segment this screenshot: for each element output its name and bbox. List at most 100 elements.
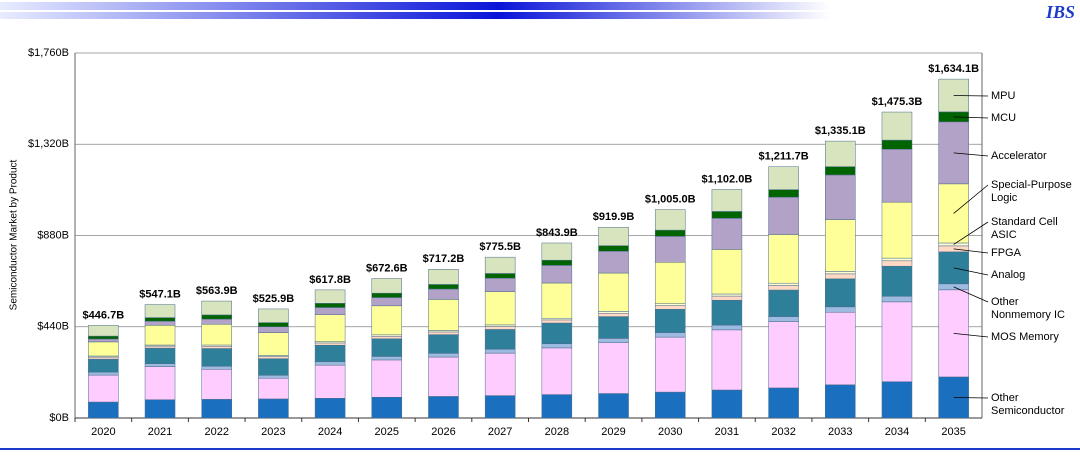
bar-segment bbox=[541, 394, 573, 419]
legend-label: Standard Cell ASIC bbox=[991, 216, 1058, 241]
x-tick-label: 2029 bbox=[601, 426, 625, 438]
bar-segment bbox=[768, 289, 799, 317]
bar-segment bbox=[654, 336, 686, 393]
bar-segment bbox=[201, 324, 232, 346]
x-tick-label: 2028 bbox=[545, 426, 569, 438]
bar-segment bbox=[711, 189, 743, 212]
x-tick-label: 2032 bbox=[771, 426, 795, 438]
bar-segment bbox=[825, 271, 856, 275]
bar-segment bbox=[881, 381, 913, 419]
bar-segment bbox=[881, 257, 913, 262]
total-label: $1,005.0B bbox=[645, 193, 696, 205]
bar-segment bbox=[825, 384, 856, 419]
bar-segment bbox=[541, 282, 573, 319]
total-label: $1,335.1B bbox=[815, 125, 866, 137]
bar-segment bbox=[484, 326, 516, 330]
bar-segment bbox=[314, 398, 346, 419]
bar-segment bbox=[484, 329, 516, 350]
bar-segment bbox=[711, 329, 743, 391]
bar-segment bbox=[881, 111, 913, 141]
bar-segment bbox=[881, 201, 913, 259]
bar-segment bbox=[258, 332, 289, 356]
bar-segment bbox=[144, 317, 176, 322]
bar-segment bbox=[654, 209, 686, 231]
bar-segment bbox=[484, 348, 516, 354]
x-tick-label: 2034 bbox=[885, 426, 909, 438]
bar-segment bbox=[428, 356, 459, 397]
bar-segment bbox=[428, 353, 459, 358]
bar-segment bbox=[541, 259, 573, 266]
bar-segment bbox=[768, 316, 799, 322]
bar-segment bbox=[768, 321, 799, 389]
bar-segment bbox=[144, 366, 176, 400]
bar-segment bbox=[428, 288, 459, 300]
x-tick-label: 2031 bbox=[715, 426, 739, 438]
bar-segment bbox=[598, 245, 629, 252]
bar-segment bbox=[88, 341, 119, 357]
bar-segment bbox=[144, 363, 176, 367]
bar-segment bbox=[144, 325, 176, 346]
bar-segment bbox=[258, 377, 289, 400]
total-label: $525.9B bbox=[253, 293, 295, 305]
bar-segment bbox=[484, 352, 516, 396]
bar-segment bbox=[598, 251, 629, 274]
bar-segment bbox=[654, 303, 686, 306]
bar-segment bbox=[144, 399, 176, 419]
header-band bbox=[0, 2, 830, 10]
legend-callout bbox=[953, 286, 989, 303]
bar-segment bbox=[484, 277, 516, 292]
bar-segment bbox=[258, 398, 289, 419]
x-tick-label: 2025 bbox=[375, 426, 399, 438]
bar-segment bbox=[598, 338, 629, 343]
bar-segment bbox=[541, 343, 573, 349]
bar-segment bbox=[371, 278, 403, 294]
x-tick-label: 2022 bbox=[204, 426, 228, 438]
total-label: $919.9B bbox=[593, 211, 635, 223]
bar-segment bbox=[598, 313, 629, 317]
bar-segment bbox=[825, 174, 856, 220]
bar-segment bbox=[768, 189, 799, 198]
bar-segment bbox=[711, 249, 743, 295]
bar-segment bbox=[541, 242, 573, 261]
legend-label: Analog bbox=[991, 269, 1026, 281]
bar-segment bbox=[371, 336, 403, 340]
bar-segment bbox=[258, 356, 289, 359]
bar-segment bbox=[88, 338, 119, 343]
bar-segment bbox=[144, 320, 176, 326]
legend-label: MPU bbox=[991, 90, 1016, 102]
bar-segment bbox=[371, 305, 403, 336]
legend-callout bbox=[953, 248, 989, 254]
bar-segment bbox=[825, 311, 856, 386]
x-tick-label: 2023 bbox=[261, 426, 285, 438]
bar-segment bbox=[768, 282, 799, 286]
bar-segment bbox=[201, 348, 232, 367]
bar-segment bbox=[598, 342, 629, 394]
bar-segment bbox=[258, 308, 289, 323]
bar-segment bbox=[88, 358, 119, 373]
legend-callout bbox=[953, 221, 989, 245]
x-tick-label: 2035 bbox=[941, 426, 965, 438]
total-label: $1,475.3B bbox=[872, 96, 923, 108]
total-label: $547.1B bbox=[139, 288, 181, 300]
bar-segment bbox=[428, 331, 459, 335]
bar-segment bbox=[654, 309, 686, 333]
bar-segment bbox=[144, 345, 176, 349]
bar-segment bbox=[654, 332, 686, 338]
bar-segment bbox=[598, 393, 629, 419]
bar-segment bbox=[88, 356, 119, 360]
bar-segment bbox=[201, 318, 232, 325]
legend-callout bbox=[953, 332, 989, 338]
bar-segment bbox=[314, 361, 346, 366]
bar-segment bbox=[88, 325, 119, 337]
legend-callout bbox=[953, 184, 989, 214]
legend-label: Special-Purpose Logic bbox=[991, 179, 1072, 204]
bar-segment bbox=[371, 292, 403, 298]
bar-segment bbox=[598, 226, 629, 246]
bar-segment bbox=[484, 256, 516, 274]
bar-segment bbox=[541, 265, 573, 284]
bar-segment bbox=[314, 303, 346, 308]
bar-segment bbox=[881, 301, 913, 382]
total-label: $843.9B bbox=[536, 227, 578, 239]
